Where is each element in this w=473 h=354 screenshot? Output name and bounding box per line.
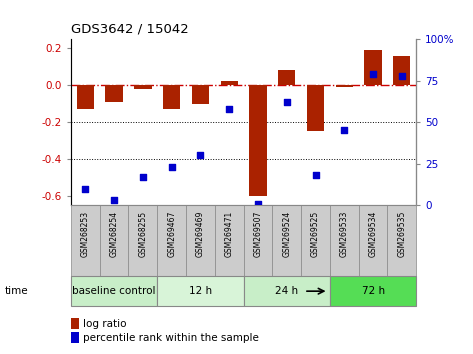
Text: GSM268253: GSM268253 <box>81 211 90 257</box>
Bar <box>301 205 330 276</box>
Bar <box>157 205 186 276</box>
Text: GSM269533: GSM269533 <box>340 211 349 257</box>
Text: time: time <box>5 286 28 296</box>
Bar <box>336 85 353 87</box>
Text: GDS3642 / 15042: GDS3642 / 15042 <box>71 22 189 35</box>
Point <box>110 198 118 203</box>
Text: 12 h: 12 h <box>189 286 212 296</box>
Bar <box>71 276 157 306</box>
Bar <box>244 205 272 276</box>
Point <box>197 153 204 158</box>
Point <box>139 174 147 180</box>
Bar <box>163 85 180 109</box>
Bar <box>129 205 157 276</box>
Text: GSM269534: GSM269534 <box>368 211 377 257</box>
Bar <box>330 276 416 306</box>
Bar <box>307 85 324 131</box>
Point <box>312 172 319 178</box>
Text: GSM268255: GSM268255 <box>139 211 148 257</box>
Point <box>341 128 348 133</box>
Bar <box>215 205 244 276</box>
Point <box>168 164 175 170</box>
Bar <box>359 205 387 276</box>
Text: baseline control: baseline control <box>72 286 156 296</box>
Bar <box>387 205 416 276</box>
Text: GSM269469: GSM269469 <box>196 211 205 257</box>
Bar <box>105 85 123 102</box>
Bar <box>278 70 295 85</box>
Point <box>369 71 377 77</box>
Text: 24 h: 24 h <box>275 286 298 296</box>
Text: GSM269525: GSM269525 <box>311 211 320 257</box>
Text: GSM269467: GSM269467 <box>167 211 176 257</box>
Bar <box>186 205 215 276</box>
Point <box>81 186 89 192</box>
Bar <box>134 85 151 89</box>
Bar <box>71 205 100 276</box>
Bar <box>244 276 330 306</box>
Bar <box>365 50 382 85</box>
Point <box>283 99 290 105</box>
Text: GSM269524: GSM269524 <box>282 211 291 257</box>
Bar <box>77 85 94 109</box>
Point <box>398 73 406 78</box>
Text: GSM269535: GSM269535 <box>397 211 406 257</box>
Point <box>254 201 262 206</box>
Text: log ratio: log ratio <box>83 319 126 329</box>
Text: GSM269507: GSM269507 <box>254 211 263 257</box>
Bar <box>272 205 301 276</box>
Bar <box>100 205 129 276</box>
Text: GSM269471: GSM269471 <box>225 211 234 257</box>
Text: 72 h: 72 h <box>361 286 385 296</box>
Bar <box>157 276 244 306</box>
Point <box>226 106 233 112</box>
Bar <box>249 85 267 196</box>
Text: percentile rank within the sample: percentile rank within the sample <box>83 333 259 343</box>
Bar <box>393 56 411 85</box>
Bar <box>330 205 359 276</box>
Bar <box>220 81 238 85</box>
Text: GSM268254: GSM268254 <box>110 211 119 257</box>
Bar <box>192 85 209 104</box>
